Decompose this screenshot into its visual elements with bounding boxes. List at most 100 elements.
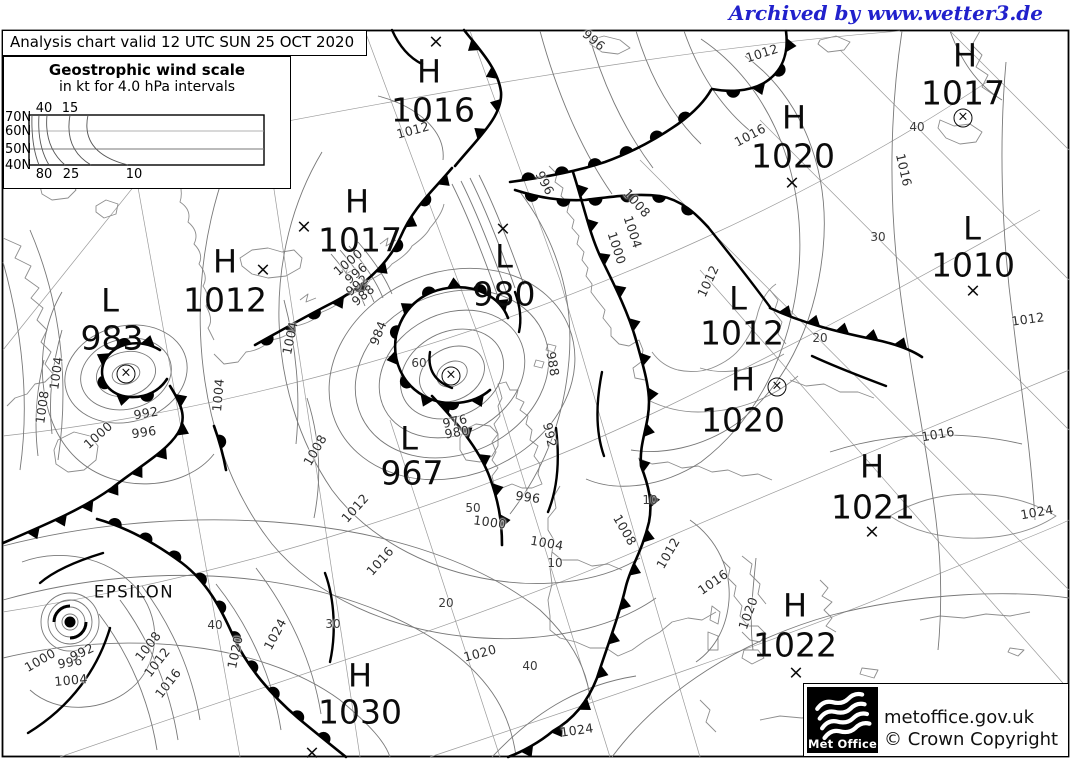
cold-front-low-983 (1, 384, 184, 545)
warm-front-arctic (508, 88, 713, 184)
warm-front-symbol (217, 434, 227, 449)
coast-finland (769, 289, 787, 345)
wind-scale-lat-60n: 60N (5, 124, 32, 139)
met-office-waves-icon (815, 691, 872, 741)
footer-url: metoffice.gov.uk (884, 707, 1035, 728)
cold-front-symbol (550, 724, 563, 738)
warm-front-symbol (291, 710, 305, 722)
warm-front-symbol (247, 660, 259, 674)
warm-front-symbol (195, 572, 207, 585)
cold-front-symbol (26, 527, 40, 540)
coast-italy (721, 555, 767, 643)
coast-france-iberia (547, 485, 717, 657)
warm-front-symbol (399, 376, 412, 389)
cold-front-symbol (586, 218, 599, 233)
cold-front-symbol (894, 337, 908, 350)
map-border (1, 29, 1070, 758)
warm-front-symbol (554, 166, 569, 175)
warm-front-symbol (231, 631, 242, 645)
warm-front-symbol (649, 130, 663, 142)
cold-front-symbol (175, 393, 188, 407)
cold-front-symbol (786, 38, 797, 53)
cold-front-symbol (130, 465, 143, 478)
warm-front-symbol (524, 193, 539, 202)
cold-front-symbol (608, 631, 620, 645)
cold-front-symbol (648, 387, 659, 402)
warm-front-symbol (678, 111, 691, 124)
warm-front-symbol (652, 194, 667, 203)
cold-front-symbol (471, 394, 484, 407)
warm-front-symbol (681, 204, 694, 216)
occluded-hook-low-983 (100, 342, 169, 399)
fronts (1, 28, 924, 759)
coast-britain (491, 381, 543, 489)
cold-front-symbol (638, 459, 651, 473)
cold-front-symbol (474, 127, 487, 140)
cold-front-symbol (649, 493, 661, 508)
wind-scale-title: Geostrophic wind scale (48, 61, 246, 79)
wind-scale-tick-25: 25 (62, 167, 80, 182)
coast-scottish-isles (533, 343, 557, 369)
warm-front-symbol (318, 731, 331, 744)
cold-front-symbol (400, 303, 413, 315)
warm-front-symbol (267, 686, 280, 699)
wind-scale-lat-50n: 50N (5, 142, 32, 157)
title-box: Analysis chart valid 12 UTC SUN 25 OCT 2… (2, 30, 367, 56)
coast-greenland-east (213, 203, 445, 365)
coast-baltic-southeast (789, 379, 875, 399)
cold-front-symbol (489, 98, 502, 113)
coast-greenland-west (175, 173, 215, 341)
coast-black-sea (889, 493, 1057, 539)
cold-front-symbol (375, 261, 388, 274)
storm-name-label: EPSILON (93, 582, 175, 602)
coast-ireland (459, 423, 499, 463)
warm-front-symbol (354, 280, 368, 293)
warm-front-symbol (587, 158, 602, 168)
warm-front-symbol (139, 532, 153, 543)
cold-front-symbol (639, 352, 652, 367)
cold-front-symbol (437, 174, 450, 186)
cold-front-symbol (491, 483, 504, 497)
warm-front-symbol (389, 325, 399, 340)
cold-front-symbol (386, 351, 398, 365)
cold-front-symbol (778, 305, 792, 318)
coast-turkey (919, 611, 1031, 657)
warm-front-symbol (726, 90, 741, 98)
wind-scale-box: Geostrophic wind scale in kt for 4.0 hPa… (3, 56, 291, 189)
coast-iceland (239, 247, 303, 279)
coast-europe-north (637, 457, 773, 481)
cold-front-symbol (81, 500, 94, 513)
cold-front-symbol (614, 285, 627, 298)
warm-front-symbol (168, 550, 182, 562)
chart-title: Analysis chart valid 12 UTC SUN 25 OCT 2… (10, 33, 355, 51)
cold-front-symbol (447, 277, 462, 288)
warm-front-symbol (140, 392, 154, 402)
coast-newfoundland (53, 431, 99, 473)
cold-front-symbol (752, 83, 766, 95)
cold-front-symbol (520, 745, 534, 758)
cold-front-symbol (96, 353, 110, 366)
cold-front-symbol (141, 335, 155, 347)
cold-front-symbol (467, 39, 481, 51)
wind-scale-lat-70n: 70N (5, 110, 32, 125)
warm-front-symbol (392, 239, 404, 253)
coast-canada (2, 237, 54, 407)
footer-box: Met Office metoffice.gov.uk © Crown Copy… (803, 683, 1069, 757)
warm-front-symbol (307, 309, 321, 320)
warm-front-symbol (774, 64, 786, 77)
warm-front-epsilon-atlantic (95, 517, 348, 759)
warm-front-symbol (588, 197, 603, 206)
warm-front-symbol (97, 376, 109, 390)
cold-front-symbol (176, 422, 189, 436)
cold-front-symbol (485, 66, 498, 79)
met-office-logo: Met Office (807, 687, 878, 753)
warm-front-symbol (108, 518, 122, 528)
cold-front-symbol (420, 394, 434, 407)
wind-scale-subtitle: in kt for 4.0 hPa intervals (58, 79, 236, 95)
coast-med-islands (707, 605, 765, 665)
cold-front-symbol (578, 698, 591, 711)
cold-front-symbol (598, 252, 611, 266)
warm-front-symbol (473, 284, 487, 294)
cold-front-symbol (619, 596, 631, 611)
cold-front-symbol (478, 454, 491, 467)
